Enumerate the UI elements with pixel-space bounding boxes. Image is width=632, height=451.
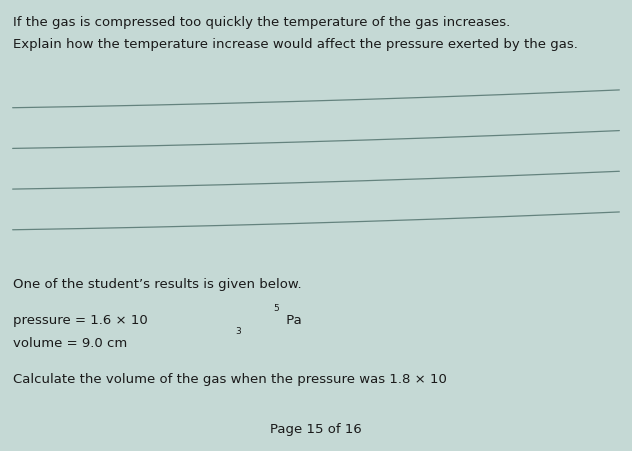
Text: pressure = 1.6 × 10: pressure = 1.6 × 10 xyxy=(13,313,147,327)
Text: volume = 9.0 cm: volume = 9.0 cm xyxy=(13,336,127,349)
Text: Page 15 of 16: Page 15 of 16 xyxy=(270,422,362,435)
Text: If the gas is compressed too quickly the temperature of the gas increases.: If the gas is compressed too quickly the… xyxy=(13,16,510,29)
Text: 3: 3 xyxy=(235,326,241,335)
Text: Calculate the volume of the gas when the pressure was 1.8 × 10: Calculate the volume of the gas when the… xyxy=(13,372,447,385)
Text: Explain how the temperature increase would affect the pressure exerted by the ga: Explain how the temperature increase wou… xyxy=(13,38,578,51)
Text: 5: 5 xyxy=(274,304,279,313)
Text: Pa: Pa xyxy=(282,313,302,327)
Text: One of the student’s results is given below.: One of the student’s results is given be… xyxy=(13,277,301,290)
